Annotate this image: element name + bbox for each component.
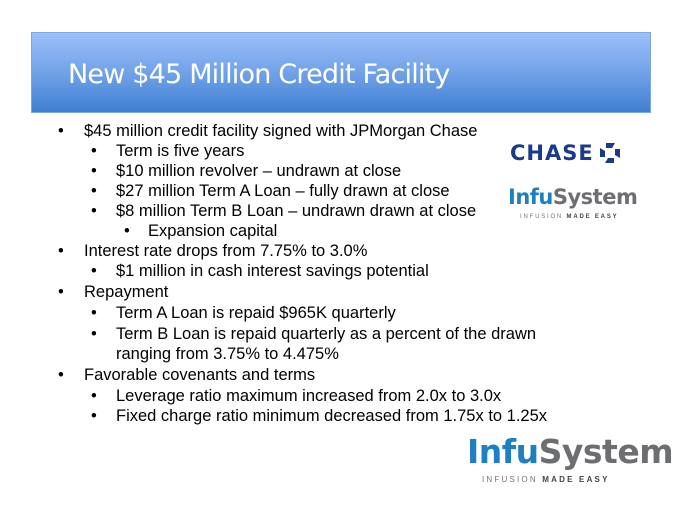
- bullet-icon: •: [91, 262, 97, 280]
- infusystem-logo-large: InfuSystem: [467, 432, 674, 471]
- logo-infu: Infu: [508, 185, 553, 209]
- tagline-large: INFUSION MADE EASY: [482, 475, 610, 484]
- bullet-icon: •: [58, 122, 64, 140]
- bullet-text-level-2: $10 million revolver – undrawn at close: [116, 162, 402, 180]
- bullet-icon: •: [91, 407, 97, 425]
- bullet-icon: •: [91, 162, 97, 180]
- bullet-icon: •: [91, 325, 97, 343]
- bullet-text-level-2: $27 million Term A Loan – fully drawn at…: [116, 182, 450, 200]
- chase-logo: CHASE: [510, 141, 621, 165]
- tagline-a: INFUSION: [482, 475, 538, 484]
- tagline-a: INFUSION: [520, 214, 564, 220]
- bullet-text-level-2: $1 million in cash interest savings pote…: [116, 262, 429, 280]
- bullet-text-level-1: Favorable covenants and terms: [84, 366, 316, 384]
- bullet-text-level-2: Leverage ratio maximum increased from 2.…: [116, 387, 502, 405]
- bullet-text-level-1: Interest rate drops from 7.75% to 3.0%: [84, 242, 368, 260]
- bullet-text-level-2: Term A Loan is repaid $965K quarterly: [116, 304, 396, 322]
- bullet-icon: •: [91, 304, 97, 322]
- chase-octagon-icon: [599, 143, 620, 163]
- title-banner: New $45 Million Credit Facility: [31, 32, 651, 113]
- logo-system: System: [552, 185, 638, 209]
- bullet-text-level-2: $8 million Term B Loan – undrawn drawn a…: [116, 202, 477, 220]
- bullet-text-level-2: Term is five years: [116, 142, 245, 160]
- bullet-icon: •: [91, 387, 97, 405]
- bullet-icon: •: [91, 202, 97, 220]
- slide-title: New $45 Million Credit Facility: [68, 59, 450, 90]
- bullet-text-level-2: Term B Loan is repaid quarterly as a per…: [116, 325, 537, 343]
- bullet-text-level-3: Expansion capital: [148, 222, 278, 240]
- bullet-text-level-1: $45 million credit facility signed with …: [84, 122, 478, 140]
- infusystem-logo-small: InfuSystem: [508, 185, 638, 209]
- bullet-text-level-2: Fixed charge ratio minimum decreased fro…: [116, 407, 548, 425]
- tagline-b: MADE EASY: [566, 214, 619, 220]
- logo-system: System: [538, 432, 674, 471]
- tagline-b: MADE EASY: [542, 475, 610, 484]
- bullet-icon: •: [91, 142, 97, 160]
- chase-wordmark: CHASE: [510, 141, 594, 165]
- bullet-text-level-2: ranging from 3.75% to 4.475%: [116, 345, 339, 363]
- bullet-icon: •: [58, 366, 64, 384]
- bullet-icon: •: [58, 242, 64, 260]
- bullet-text-level-1: Repayment: [84, 283, 169, 301]
- logo-infu: Infu: [467, 432, 539, 471]
- tagline-small: INFUSION MADE EASY: [520, 214, 618, 220]
- bullet-icon: •: [124, 222, 130, 240]
- bullet-icon: •: [91, 182, 97, 200]
- bullet-icon: •: [58, 283, 64, 301]
